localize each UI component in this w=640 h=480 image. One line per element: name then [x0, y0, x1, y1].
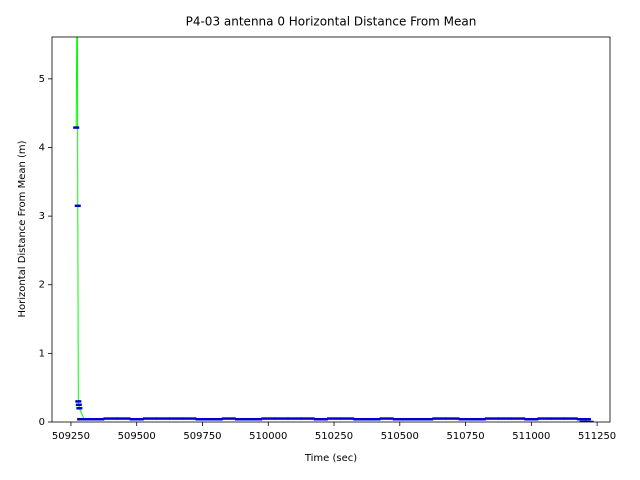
x-tick-label: 510500: [381, 431, 419, 442]
x-tick-label: 510750: [446, 431, 484, 442]
x-tick-label: 509250: [52, 431, 90, 442]
y-axis-label: Horizontal Distance From Mean (m): [17, 140, 28, 317]
x-tick-label: 511000: [512, 431, 550, 442]
y-tick-label: 4: [39, 142, 45, 153]
chart-title: P4-03 antenna 0 Horizontal Distance From…: [186, 15, 477, 29]
y-tick-label: 5: [39, 74, 45, 85]
x-tick-label: 510000: [249, 431, 287, 442]
y-tick-label: 2: [39, 280, 45, 291]
y-tick-label: 0: [39, 417, 45, 428]
y-tick-label: 3: [39, 211, 45, 222]
x-tick-label: 511250: [578, 431, 616, 442]
y-tick-label: 1: [39, 348, 45, 359]
x-tick-label: 509500: [118, 431, 156, 442]
plot-area: [73, 37, 594, 422]
axes-frame: [51, 36, 611, 423]
x-tick-label: 510250: [315, 431, 353, 442]
x-axis-label: Time (sec): [304, 453, 357, 464]
x-tick-label: 509750: [183, 431, 221, 442]
